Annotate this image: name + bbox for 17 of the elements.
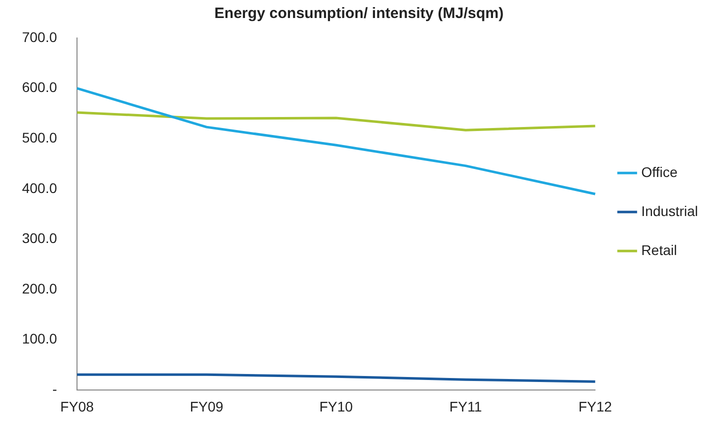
y-tick-label: 600.0	[22, 79, 58, 96]
x-tick-label: FY12	[578, 398, 612, 414]
y-tick-label: 400.0	[22, 180, 58, 196]
y-tick-label: 300.0	[22, 230, 58, 246]
y-tick-label: 100.0	[22, 330, 58, 347]
legend-label: Industrial	[641, 202, 698, 219]
legend-label: Retail	[641, 242, 677, 258]
x-tick-label: FY08	[60, 398, 94, 414]
y-tick-label: 200.0	[22, 280, 58, 296]
y-tick-label: -	[52, 381, 58, 398]
x-tick-label: FY10	[319, 398, 354, 414]
x-tick-label: FY09	[190, 398, 224, 414]
y-tick-label: 500.0	[22, 129, 58, 146]
y-tick-label: 700.0	[22, 28, 58, 45]
x-tick-label: FY11	[449, 398, 482, 414]
chart-title: Energy consumption/ intensity (MJ/sqm)	[214, 5, 504, 22]
legend-label: Office	[641, 164, 678, 180]
